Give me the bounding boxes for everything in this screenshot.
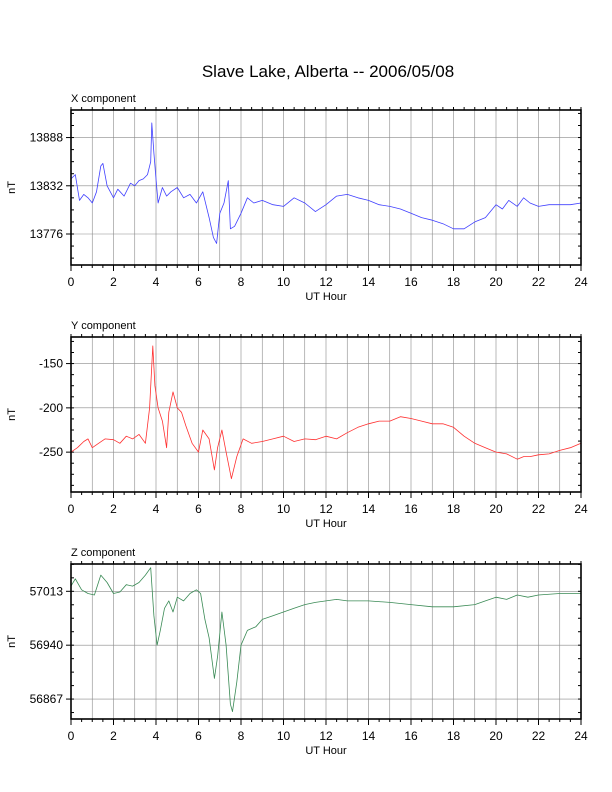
x-tick-label: 18	[447, 275, 461, 289]
x-axis-title: UT Hour	[305, 745, 347, 757]
y-tick-label: 13888	[30, 131, 64, 145]
x-tick-label: 20	[489, 729, 503, 743]
x-tick-label: 14	[362, 502, 376, 516]
x-tick-label: 2	[110, 502, 117, 516]
x-tick-label: 4	[153, 502, 160, 516]
x-tick-label: 14	[362, 275, 376, 289]
chart-title: Slave Lake, Alberta -- 2006/05/08	[202, 62, 454, 81]
x-tick-label: 12	[319, 502, 333, 516]
x-tick-label: 6	[195, 729, 202, 743]
x-tick-label: 6	[195, 275, 202, 289]
x-tick-label: 8	[238, 729, 245, 743]
x-tick-label: 4	[153, 275, 160, 289]
y-tick-label: 57013	[30, 584, 64, 598]
x-tick-label: 10	[277, 729, 291, 743]
series-line	[70, 567, 581, 712]
y-tick-label: -200	[39, 401, 63, 415]
x-tick-label: 16	[404, 729, 418, 743]
x-tick-label: 18	[447, 502, 461, 516]
series-line	[70, 122, 582, 244]
x-tick-label: 0	[68, 502, 75, 516]
y-tick-label: 13776	[30, 227, 64, 241]
x-tick-label: 20	[489, 275, 503, 289]
x-tick-label: 8	[238, 502, 245, 516]
plot-frame	[70, 336, 582, 493]
x-tick-label: 14	[362, 729, 376, 743]
y-tick-label: -250	[39, 445, 63, 459]
x-tick-label: 22	[532, 729, 546, 743]
y-axis-title: nT	[6, 635, 18, 648]
y-axis-title: nT	[6, 181, 18, 194]
x-axis-title: UT Hour	[305, 291, 347, 303]
x-tick-label: 22	[532, 275, 546, 289]
panel-label: Y component	[71, 320, 136, 332]
x-tick-label: 0	[68, 275, 75, 289]
x-tick-label: 12	[319, 729, 333, 743]
x-tick-label: 10	[277, 275, 291, 289]
x-tick-label: 18	[447, 729, 461, 743]
x-tick-label: 22	[532, 502, 546, 516]
x-tick-label: 0	[68, 729, 75, 743]
y-axis-title: nT	[6, 408, 18, 421]
x-tick-label: 24	[574, 729, 588, 743]
series-line	[70, 345, 582, 480]
x-tick-label: 10	[277, 502, 291, 516]
x-tick-label: 20	[489, 502, 503, 516]
plot-frame	[70, 109, 582, 266]
y-tick-label: 13832	[30, 179, 64, 193]
x-tick-label: 24	[574, 502, 588, 516]
x-axis-title: UT Hour	[305, 518, 347, 530]
x-tick-label: 2	[110, 729, 117, 743]
panel-label: Z component	[71, 547, 135, 559]
x-tick-label: 16	[404, 502, 418, 516]
x-tick-label: 16	[404, 275, 418, 289]
x-tick-label: 2	[110, 275, 117, 289]
y-tick-label: -150	[39, 357, 63, 371]
x-tick-label: 8	[238, 275, 245, 289]
y-tick-label: 56940	[30, 638, 64, 652]
panel-label: X component	[71, 93, 136, 105]
x-tick-label: 12	[319, 275, 333, 289]
plot-frame	[70, 563, 582, 720]
x-tick-label: 24	[574, 275, 588, 289]
x-tick-label: 6	[195, 502, 202, 516]
y-tick-label: 56867	[30, 692, 64, 706]
x-tick-label: 4	[153, 729, 160, 743]
